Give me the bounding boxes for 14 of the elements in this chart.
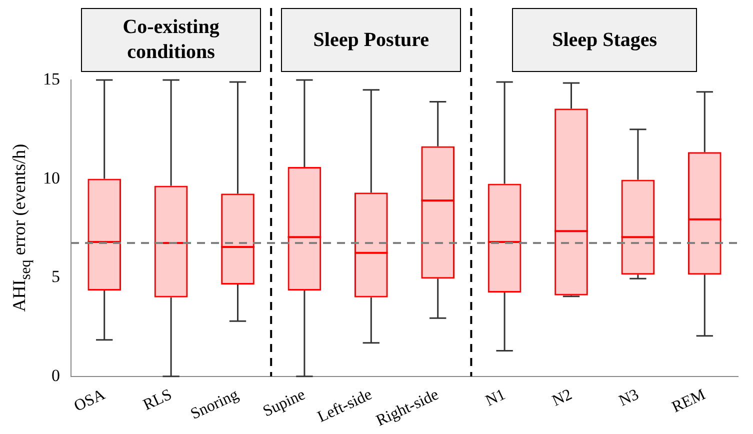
y-tick-label: 5	[52, 267, 60, 286]
text: Co-existing conditions	[81, 8, 262, 72]
x-tick-label: N1	[483, 386, 508, 410]
x-tick-label: RLS	[140, 386, 175, 414]
x-tick-label: OSA	[72, 386, 108, 416]
text: Sleep Stages	[512, 8, 698, 72]
y-tick-label: 10	[43, 168, 60, 188]
x-tick-label: Supine	[260, 386, 308, 420]
y-tick-label: 0	[52, 366, 60, 385]
x-tick-label: REM	[670, 386, 708, 416]
x-tick-label: N3	[616, 386, 642, 410]
y-tick-label: 15	[43, 69, 60, 88]
x-tick-label: N2	[550, 386, 575, 410]
text: Sleep Posture	[281, 8, 462, 72]
